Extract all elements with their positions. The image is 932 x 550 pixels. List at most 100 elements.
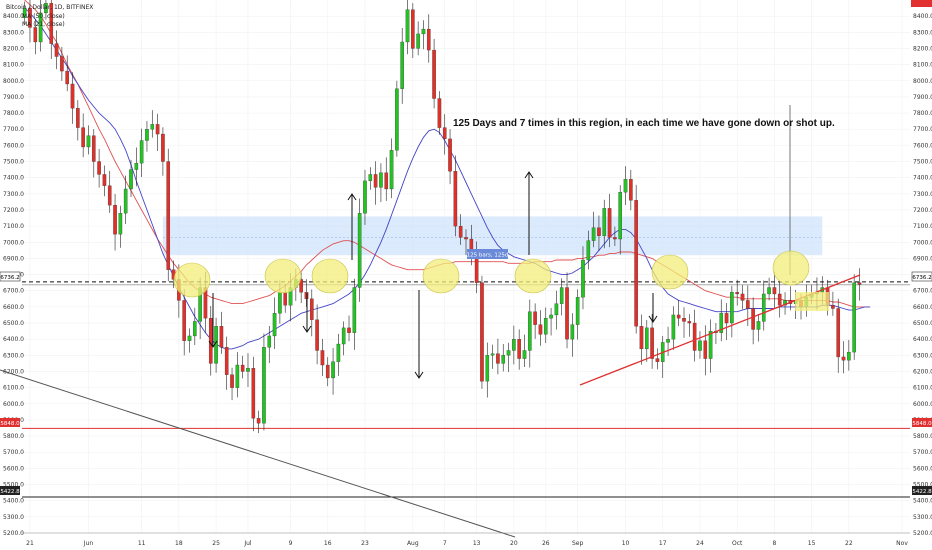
candle: [91, 135, 96, 162]
candle: [272, 313, 277, 337]
candle: [618, 192, 623, 240]
svg-text:6736.2: 6736.2: [912, 275, 931, 281]
y-tick-label: 7800.0: [3, 110, 24, 117]
svg-text:5422.8: 5422.8: [0, 489, 20, 495]
x-tick-label: 24: [696, 540, 704, 547]
candle: [831, 305, 835, 309]
candle: [33, 27, 38, 43]
candle: [501, 355, 506, 364]
range-label-box: [467, 249, 508, 259]
touch-circle: [514, 258, 552, 294]
candle: [379, 172, 383, 188]
arrow-down-head: [302, 325, 312, 333]
target-box: [795, 292, 829, 311]
candle: [352, 287, 357, 333]
candle: [432, 49, 436, 99]
candle: [65, 70, 69, 85]
candle: [650, 327, 654, 359]
candle: [389, 150, 394, 190]
price-tag-current: 6736.2 6736.2: [0, 271, 932, 282]
y-tick-label: 5800.0: [913, 433, 932, 440]
candle: [107, 185, 112, 206]
candle: [490, 353, 495, 356]
candle: [256, 418, 261, 424]
candle: [687, 321, 692, 324]
y-tick-label: 5300.0: [3, 514, 24, 521]
candle: [134, 162, 139, 170]
candle: [841, 356, 846, 361]
candle: [166, 161, 171, 270]
candle: [405, 9, 410, 43]
candle: [703, 340, 708, 359]
y-tick-label: 6500.0: [913, 320, 932, 327]
y-tick-label: 5400.0: [3, 498, 24, 505]
level-layer: [22, 281, 910, 498]
candle: [283, 292, 288, 306]
x-tick-label: 26: [542, 540, 550, 547]
y-tick-label: 5600.0: [913, 465, 932, 472]
svg-text:5848.0: 5848.0: [0, 421, 20, 427]
x-tick-label: 16: [324, 540, 332, 547]
arrow-down-head: [414, 371, 424, 379]
ma-21-legend: MA (21, close): [22, 21, 65, 28]
y-tick-label: 7200.0: [913, 207, 932, 214]
candle: [230, 374, 234, 388]
price-tag-support: 5848.0 5848.0: [0, 418, 932, 427]
x-tick-label: 21: [26, 540, 34, 547]
candle: [235, 364, 240, 388]
candle: [783, 300, 787, 306]
candle: [772, 287, 777, 295]
y-tick-label: 5300.0: [913, 514, 932, 521]
candle: [724, 313, 729, 324]
candle: [613, 237, 617, 240]
ascending-trend-line: [579, 274, 861, 386]
candle: [559, 287, 564, 304]
y-tick-label: 6700.0: [913, 288, 932, 295]
y-tick-label: 6400.0: [3, 336, 24, 343]
y-tick-label: 7000.0: [913, 239, 932, 246]
y-tick-label: 6100.0: [913, 385, 932, 392]
x-tick-label: Jun: [83, 540, 94, 547]
candle: [187, 335, 192, 341]
y-tick-label: 7600.0: [3, 142, 24, 149]
y-tick-label: 5800.0: [3, 433, 24, 440]
candle: [692, 322, 697, 351]
y-tick-label: 7100.0: [913, 223, 932, 230]
y-tick-label: 8200.0: [3, 45, 24, 52]
candle: [639, 326, 644, 350]
candle: [60, 56, 64, 72]
candle: [309, 298, 314, 320]
candle: [607, 208, 612, 238]
x-tick-label: 20: [510, 540, 518, 547]
candle: [543, 318, 548, 335]
y-tick-label: 8100.0: [913, 62, 932, 69]
svg-text:5848.0: 5848.0: [912, 421, 932, 427]
candle: [421, 28, 426, 35]
candle: [246, 368, 250, 372]
candle: [224, 347, 229, 375]
y-tick-label: 6000.0: [913, 401, 932, 408]
candle: [304, 292, 309, 299]
candle: [384, 172, 389, 190]
candle: [698, 340, 702, 351]
candle: [262, 347, 266, 424]
candle: [565, 287, 569, 340]
candle: [448, 138, 452, 172]
y-tick-label: 7200.0: [3, 207, 24, 214]
arrow-up-head: [524, 171, 534, 179]
candle: [655, 358, 660, 362]
candle: [506, 350, 511, 356]
x-tick-label: 7: [443, 540, 447, 547]
candle: [118, 213, 123, 235]
candle: [528, 311, 532, 351]
candle: [719, 313, 724, 333]
candle: [746, 300, 750, 309]
x-tick-label: 25: [212, 540, 220, 547]
candle: [512, 339, 516, 351]
x-tick-label: 22: [845, 540, 853, 547]
y-tick-label: 7100.0: [3, 223, 24, 230]
y-tick-label: 5700.0: [3, 449, 24, 456]
touch-circle: [311, 258, 349, 294]
